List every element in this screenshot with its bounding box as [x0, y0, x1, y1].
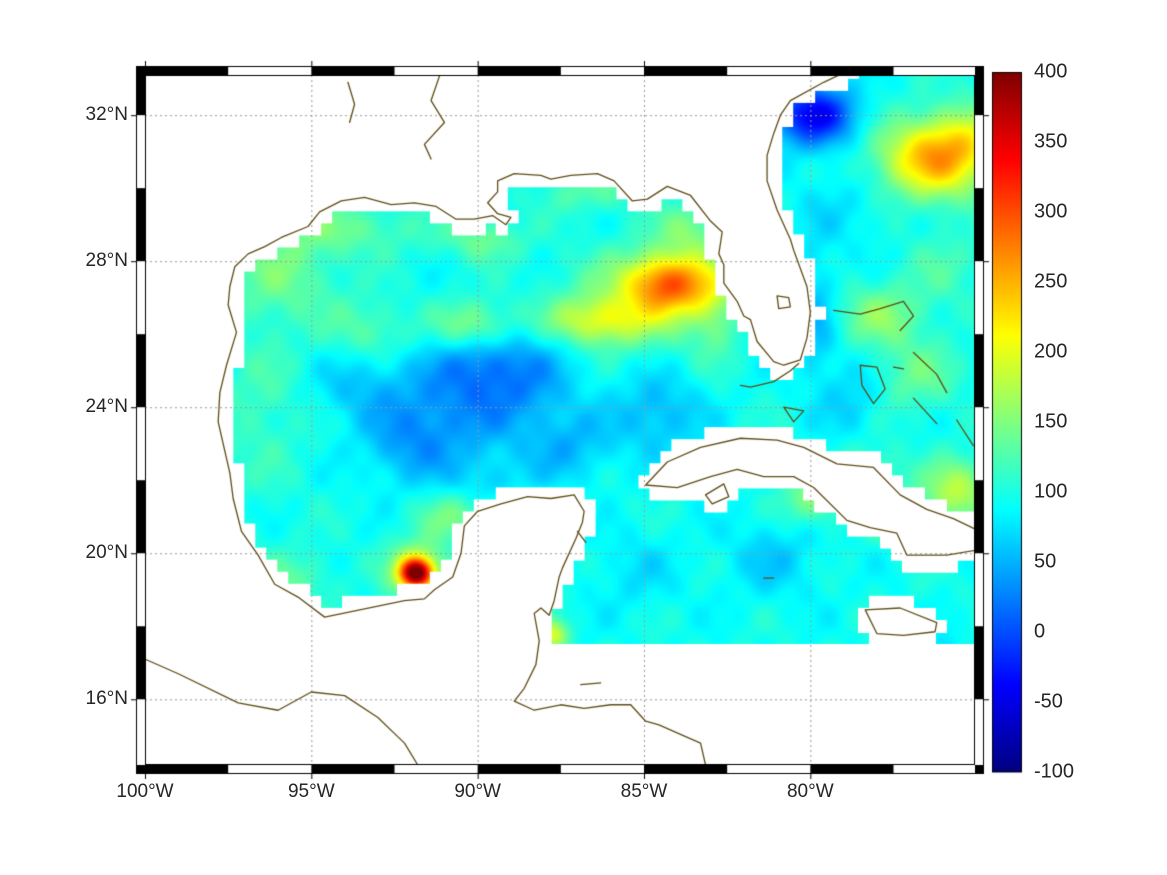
- colorbar-tick-label: 200: [1034, 340, 1068, 363]
- y-tick-label: 16°N: [85, 688, 128, 710]
- x-tick-label: 90°W: [454, 781, 501, 802]
- y-tick-label: 28°N: [85, 250, 128, 272]
- colorbar-tick-label: 300: [1034, 200, 1068, 223]
- colorbar-tick-label: 250: [1034, 270, 1068, 293]
- y-tick-label: 24°N: [85, 396, 128, 418]
- colorbar-tick-label: 0: [1034, 620, 1046, 643]
- colorbar-tick-label: 350: [1034, 130, 1068, 153]
- x-tick-label: 80°W: [786, 781, 834, 802]
- colorbar-tick-label: -100: [1034, 760, 1075, 783]
- x-tick-label: 100°W: [116, 781, 174, 802]
- y-tick-label: 20°N: [85, 542, 128, 564]
- colorbar-tick-label: 400: [1034, 60, 1068, 83]
- colorbar-tick-label: 100: [1034, 480, 1068, 503]
- x-tick-label: 95°W: [287, 781, 335, 802]
- colorbar-tick-label: -50: [1034, 690, 1063, 713]
- y-tick-label: 32°N: [85, 104, 128, 126]
- x-tick-label: 85°W: [620, 781, 668, 802]
- colorbar-tick-label: 150: [1034, 410, 1068, 433]
- colorbar-tick-label: 50: [1034, 550, 1057, 573]
